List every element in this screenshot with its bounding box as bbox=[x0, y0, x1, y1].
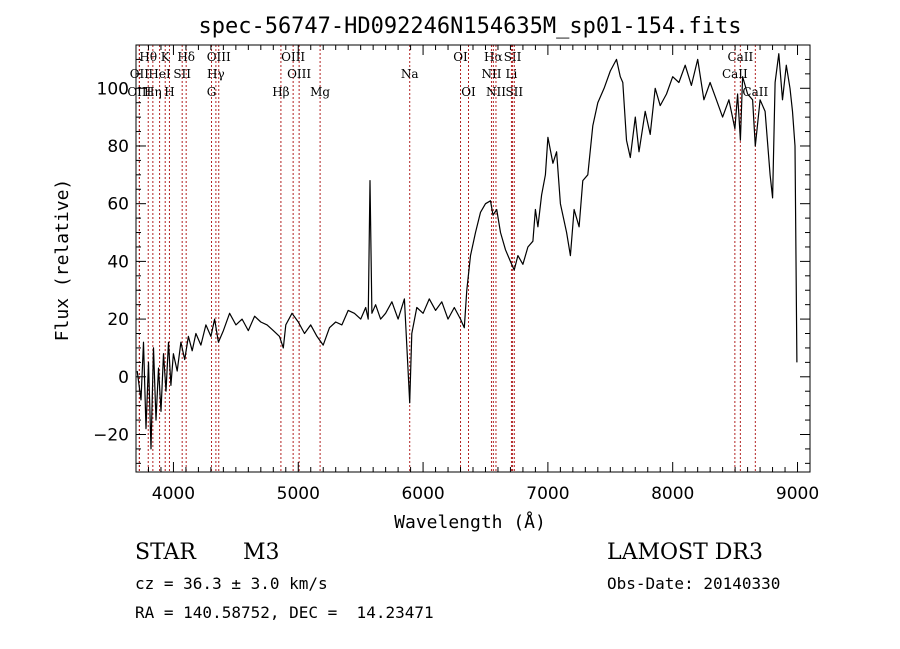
x-axis-label: Wavelength (Å) bbox=[394, 511, 546, 533]
obs-date: Obs-Date: 20140330 bbox=[607, 574, 781, 593]
line-marker-label: NII bbox=[486, 85, 506, 99]
x-tick-label: 6000 bbox=[401, 484, 444, 504]
x-tick-label: 9000 bbox=[776, 484, 819, 504]
y-axis-label: Flux (relative) bbox=[52, 179, 73, 342]
x-tick-label: 7000 bbox=[526, 484, 569, 504]
redshift-readout: cz = 36.3 ± 3.0 km/s bbox=[135, 574, 328, 593]
line-marker-label: SII bbox=[173, 67, 191, 81]
chart-title: spec-56747-HD092246N154635M_sp01-154.fit… bbox=[198, 14, 741, 39]
line-marker-label: K bbox=[161, 50, 171, 64]
y-tick-label: 0 bbox=[118, 368, 129, 388]
y-tick-label: 20 bbox=[107, 310, 129, 330]
line-marker-label: SII bbox=[505, 85, 523, 99]
y-tick-label: 60 bbox=[107, 195, 129, 215]
y-tick-label: −20 bbox=[93, 425, 129, 445]
line-marker-label: H bbox=[164, 85, 174, 99]
line-marker-label: Hβ bbox=[272, 85, 289, 99]
line-marker-label: Hγ bbox=[207, 67, 225, 81]
x-tick-label: 8000 bbox=[651, 484, 694, 504]
line-marker-label: Hδ bbox=[177, 50, 195, 64]
y-tick-label: 40 bbox=[107, 252, 129, 272]
line-marker-label: Hη bbox=[144, 85, 162, 99]
line-marker-label: G bbox=[207, 85, 217, 99]
y-tick-label: 80 bbox=[107, 137, 129, 157]
axes: 4000 5000 6000 7000 8000 9000 −20 0 20 40 60 80 100 bbox=[93, 45, 819, 504]
line-marker-label: NII bbox=[481, 67, 501, 81]
line-marker-label: OIII bbox=[207, 50, 231, 64]
line-marker-label: Li bbox=[506, 67, 518, 81]
line-marker-label: Mg bbox=[310, 85, 330, 99]
flux-series bbox=[136, 53, 798, 450]
line-marker-label: HeI bbox=[148, 67, 171, 81]
line-marker-label: Na bbox=[401, 67, 419, 81]
coordinates: RA = 140.58752, DEC = 14.23471 bbox=[135, 603, 434, 622]
survey-name: LAMOST DR3 bbox=[607, 540, 763, 565]
flux-line bbox=[136, 53, 798, 450]
x-tick-label: 4000 bbox=[152, 484, 195, 504]
line-marker-label: CaII bbox=[727, 50, 753, 64]
object-class: STAR bbox=[135, 540, 196, 565]
line-marker-label: OI bbox=[453, 50, 468, 64]
line-marker-label: Hθ bbox=[139, 50, 157, 64]
line-marker-label: OIII bbox=[287, 67, 311, 81]
line-marker-label: CaII bbox=[742, 85, 768, 99]
line-marker-label: OI bbox=[461, 85, 476, 99]
line-marker-label: SII bbox=[504, 50, 522, 64]
line-marker-label: CaII bbox=[722, 67, 748, 81]
y-tick-label: 100 bbox=[97, 79, 129, 99]
line-marker-label: Hα bbox=[484, 50, 503, 64]
x-tick-label: 5000 bbox=[277, 484, 320, 504]
subclass: M3 bbox=[243, 540, 280, 565]
line-marker-label: OIII bbox=[281, 50, 305, 64]
